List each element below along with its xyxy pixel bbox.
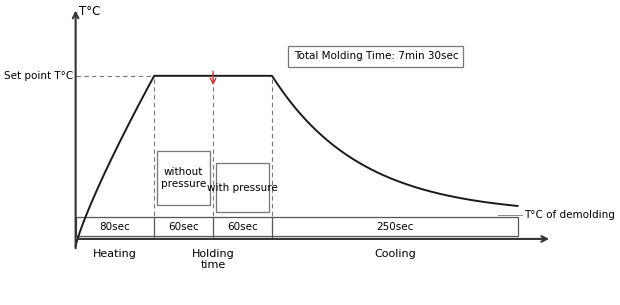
Text: 250sec: 250sec bbox=[376, 222, 414, 232]
Text: Holding
time: Holding time bbox=[192, 249, 234, 270]
FancyBboxPatch shape bbox=[216, 163, 269, 212]
Text: 60sec: 60sec bbox=[168, 222, 199, 232]
Bar bbox=[76, 217, 518, 236]
Text: 80sec: 80sec bbox=[100, 222, 130, 232]
Text: T°C: T°C bbox=[79, 5, 100, 18]
Text: with pressure: with pressure bbox=[207, 183, 278, 193]
Text: T°C of demolding: T°C of demolding bbox=[525, 210, 615, 220]
Text: Heating: Heating bbox=[93, 249, 137, 259]
FancyBboxPatch shape bbox=[157, 151, 210, 205]
Text: Cooling: Cooling bbox=[374, 249, 415, 259]
Text: 60sec: 60sec bbox=[227, 222, 258, 232]
Text: Set point T°C: Set point T°C bbox=[4, 71, 74, 81]
Text: Total Molding Time: 7min 30sec: Total Molding Time: 7min 30sec bbox=[294, 51, 458, 61]
Text: without
pressure: without pressure bbox=[161, 167, 206, 189]
